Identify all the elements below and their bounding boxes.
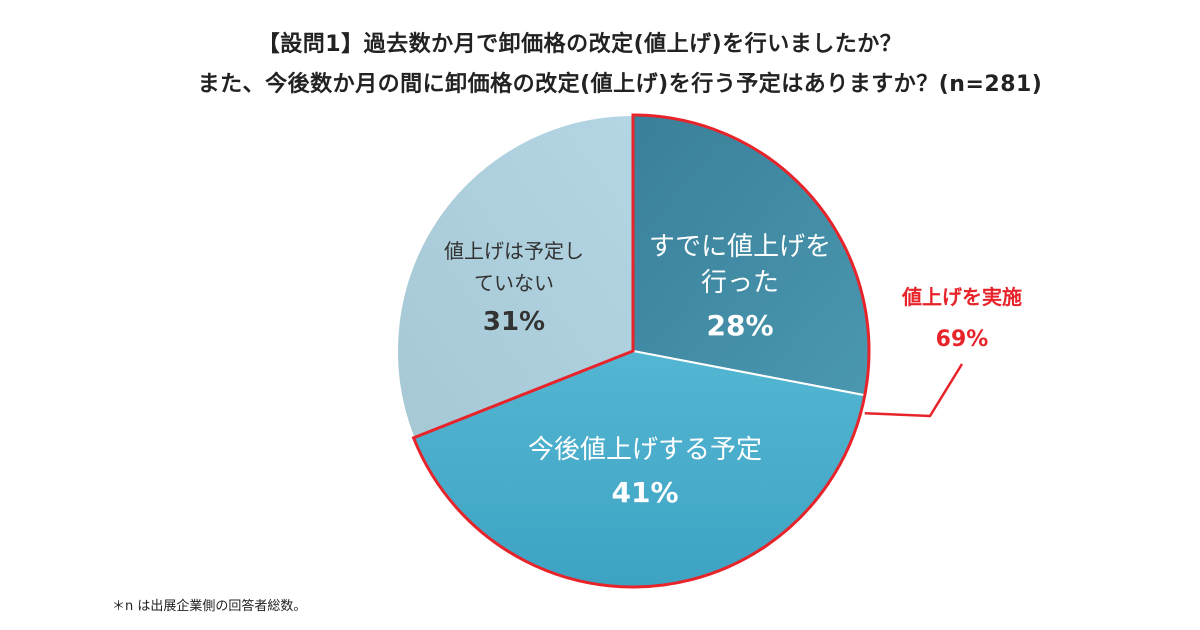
chart-title-line-2: また、今後数か月の間に卸価格の改定(値上げ)を行う予定はありますか？(n=281… <box>197 72 1043 97</box>
slice-category-label: ていない <box>474 271 554 295</box>
slice-category-label: 行った <box>701 268 779 298</box>
slice-value-label: 41% <box>611 476 678 509</box>
highlight-label: 値上げを実施 <box>901 285 1022 309</box>
slice-category-label: 今後値上げする予定 <box>528 435 762 465</box>
slice-value-label: 28% <box>706 309 773 342</box>
slice-category-label: すでに値上げを <box>649 232 831 262</box>
pie-slice-label-1: 今後値上げする予定 41% <box>528 435 762 509</box>
slice-category-label: 値上げは予定し <box>444 239 584 263</box>
footnote: ＊n は出展企業側の回答者総数。 <box>112 599 307 614</box>
pie-slice-2 <box>395 113 634 440</box>
highlight-outline <box>411 113 871 589</box>
highlight-leader-line <box>864 363 964 418</box>
slice-value-label: 31% <box>483 307 545 337</box>
highlight-value: 69% <box>936 327 989 352</box>
chart-title-line-1: 【設問1】過去数か月で卸価格の改定(値上げ)を行いましたか？ <box>257 32 903 57</box>
